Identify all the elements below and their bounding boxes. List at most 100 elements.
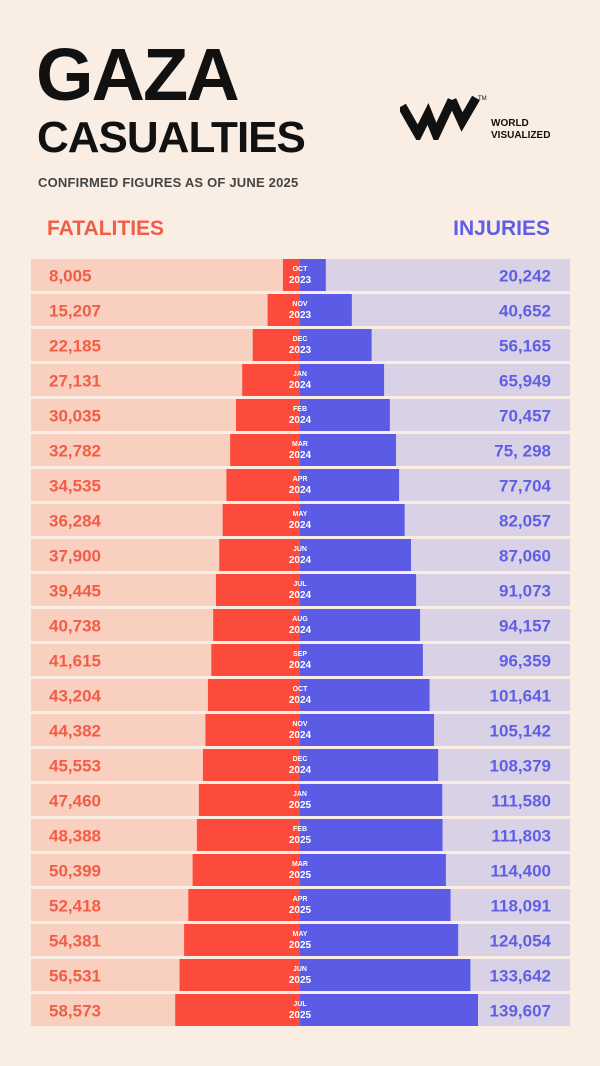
fatalities-bar	[226, 469, 300, 501]
fatalities-bar	[213, 609, 300, 641]
year-label: 2024	[289, 695, 312, 706]
month-label: DEC	[293, 336, 308, 343]
injuries-bar	[300, 434, 397, 466]
injuries-value-label: 20,242	[499, 267, 551, 286]
fatalities-bar	[192, 854, 300, 886]
year-label: 2025	[289, 905, 312, 916]
month-label: OCT	[293, 686, 309, 693]
year-label: 2024	[289, 520, 312, 531]
injuries-value-label: 94,157	[499, 617, 551, 636]
year-label: 2024	[289, 590, 312, 601]
month-label: FEB	[293, 406, 307, 413]
fatalities-value-label: 45,553	[49, 757, 101, 776]
year-label: 2024	[289, 660, 312, 671]
fatalities-row-bg	[31, 294, 300, 326]
injuries-row-bg	[300, 259, 570, 291]
fatalities-bar	[219, 539, 300, 571]
fatalities-bar	[236, 399, 300, 431]
injuries-value-label: 101,641	[490, 687, 551, 706]
month-label: JUL	[293, 1001, 307, 1008]
wv-logo-icon: TM	[400, 95, 487, 140]
injuries-value-label: 87,060	[499, 547, 551, 566]
fatalities-value-label: 37,900	[49, 547, 101, 566]
fatalities-value-label: 32,782	[49, 442, 101, 461]
injuries-value-label: 105,142	[490, 722, 551, 741]
injuries-value-label: 114,400	[490, 862, 551, 881]
fatalities-value-label: 8,005	[49, 267, 92, 286]
month-label: MAR	[292, 441, 308, 448]
fatalities-value-label: 48,388	[49, 827, 101, 846]
injuries-value-label: 40,652	[499, 302, 551, 321]
page-subtitle: CASUALTIES	[37, 113, 306, 162]
page-title: GAZA	[36, 33, 240, 116]
month-label: JAN	[293, 791, 307, 798]
fatalities-value-label: 15,207	[49, 302, 101, 321]
injuries-value-label: 75, 298	[494, 442, 551, 461]
injuries-value-label: 56,165	[499, 337, 551, 356]
injuries-bar	[300, 294, 352, 326]
year-label: 2025	[289, 870, 312, 881]
fatalities-value-label: 34,535	[49, 477, 101, 496]
month-label: NOV	[292, 301, 308, 308]
year-label: 2024	[289, 450, 312, 461]
injuries-bar	[300, 959, 471, 991]
injuries-bar	[300, 539, 412, 571]
injuries-bar	[300, 259, 326, 291]
year-label: 2025	[289, 1010, 312, 1021]
fatalities-bar	[175, 994, 300, 1026]
injuries-bar	[300, 854, 446, 886]
fatalities-value-label: 27,131	[49, 372, 101, 391]
injuries-bar	[300, 399, 390, 431]
year-label: 2024	[289, 765, 312, 776]
injuries-bar	[300, 749, 439, 781]
fatalities-bar	[202, 749, 300, 781]
fatalities-bar	[188, 889, 300, 921]
year-label: 2024	[289, 730, 312, 741]
logo-text: WORLD VISUALIZED	[491, 118, 551, 141]
month-label: JUN	[293, 546, 307, 553]
injuries-bar	[300, 714, 435, 746]
injuries-value-label: 133,642	[490, 967, 551, 986]
injuries-value-label: 111,580	[491, 792, 551, 811]
injuries-value-label: 77,704	[499, 477, 552, 496]
fatalities-bar	[252, 329, 300, 361]
injuries-value-label: 124,054	[490, 932, 552, 951]
month-label: MAY	[293, 931, 308, 938]
caption: CONFIRMED FIGURES AS OF JUNE 2025	[38, 175, 299, 190]
month-label: APR	[293, 476, 308, 483]
fatalities-bar	[282, 259, 300, 291]
month-label: JAN	[293, 371, 307, 378]
injuries-value-label: 139,607	[490, 1002, 551, 1021]
injuries-bar	[300, 924, 459, 956]
year-label: 2025	[289, 975, 312, 986]
month-label: OCT	[293, 266, 309, 273]
legend-fatalities: FATALITIES	[47, 217, 165, 240]
fatalities-value-label: 52,418	[49, 897, 101, 916]
injuries-bar	[300, 504, 405, 536]
year-label: 2025	[289, 940, 312, 951]
month-label: JUN	[293, 966, 307, 973]
fatalities-value-label: 22,185	[49, 337, 101, 356]
month-label: FEB	[293, 826, 307, 833]
month-label: SEP	[293, 651, 307, 658]
fatalities-value-label: 41,615	[49, 652, 101, 671]
injuries-bar	[300, 364, 385, 396]
fatalities-bar	[179, 959, 300, 991]
fatalities-value-label: 54,381	[49, 932, 101, 951]
injuries-value-label: 108,379	[490, 757, 551, 776]
fatalities-value-label: 58,573	[49, 1002, 101, 1021]
fatalities-bar	[222, 504, 300, 536]
injuries-value-label: 118,091	[490, 897, 551, 916]
fatalities-bar	[230, 434, 300, 466]
fatalities-value-label: 50,399	[49, 862, 101, 881]
month-label: MAR	[292, 861, 308, 868]
year-label: 2024	[289, 555, 312, 566]
year-label: 2024	[289, 415, 312, 426]
year-label: 2024	[289, 485, 312, 496]
injuries-value-label: 91,073	[499, 582, 551, 601]
year-label: 2025	[289, 800, 312, 811]
year-label: 2023	[289, 345, 312, 356]
injuries-bar	[300, 609, 421, 641]
injuries-bar	[300, 784, 443, 816]
